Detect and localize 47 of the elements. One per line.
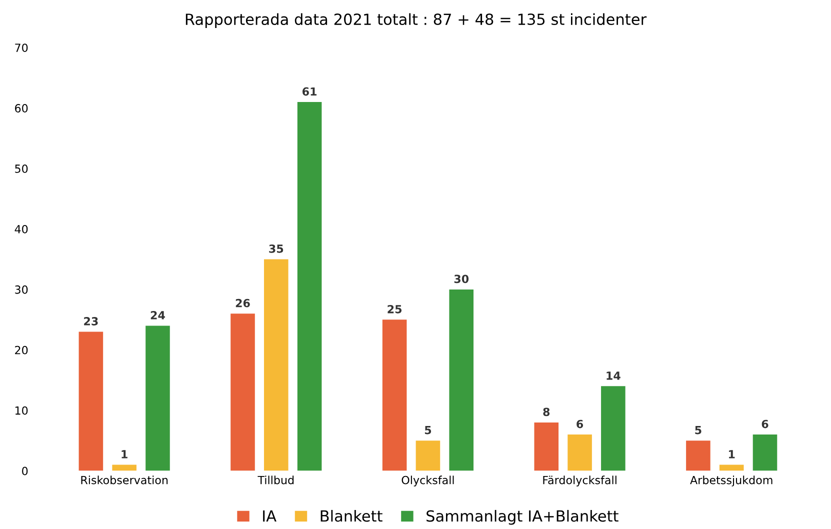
data-label: 24 (150, 310, 165, 320)
y-tick-label: 20 (15, 346, 28, 354)
y-tick-label: 10 (15, 406, 28, 415)
bar (719, 464, 744, 471)
data-label: 35 (269, 244, 284, 253)
y-tick-label: 70 (15, 44, 28, 52)
y-tick-label: 30 (15, 285, 28, 294)
x-tick-label: Arbetssjukdom (690, 476, 772, 486)
data-label: 61 (302, 87, 317, 96)
x-tick-label: Tillbud (258, 476, 294, 484)
bar (686, 440, 710, 471)
y-tick-label: 60 (15, 104, 28, 112)
chart-title: Rapporterada data 2021 totalt : 87 + 48 = 135 st incidenter (186, 13, 647, 28)
data-label: 23 (84, 317, 98, 326)
bar (78, 332, 104, 471)
data-label: 6 (762, 420, 768, 428)
y-tick-label: 50 (15, 164, 28, 173)
bar (297, 102, 322, 471)
bar (449, 289, 474, 471)
data-label: 1 (122, 450, 128, 458)
bar (112, 464, 136, 471)
data-label: 8 (543, 408, 550, 416)
x-tick-label: Riskobservation (81, 476, 168, 484)
legend-label: IA (263, 510, 276, 522)
x-tick-label: Färdolycksfall (543, 476, 616, 486)
bar (534, 422, 559, 471)
bar (752, 434, 778, 471)
bar (230, 314, 255, 471)
legend-label: Blankett (320, 510, 382, 522)
x-tick-label: Olycksfall (402, 476, 454, 486)
data-label: 1 (728, 450, 735, 458)
data-label: 5 (695, 426, 702, 434)
bar (568, 434, 592, 471)
data-label: 30 (454, 274, 469, 284)
y-tick-label: 40 (14, 224, 28, 234)
data-label: 26 (236, 298, 250, 308)
bar (601, 386, 626, 471)
bar (416, 440, 440, 471)
data-label: 5 (424, 426, 432, 434)
data-label: 6 (576, 420, 584, 428)
data-label: 14 (606, 372, 620, 380)
bar (146, 326, 170, 471)
y-tick-label: 0 (22, 466, 28, 476)
bar (264, 259, 288, 471)
legend-label: Sammanlagt IA+Blankett (426, 510, 618, 525)
bar (382, 320, 407, 471)
data-label: 25 (388, 304, 402, 314)
